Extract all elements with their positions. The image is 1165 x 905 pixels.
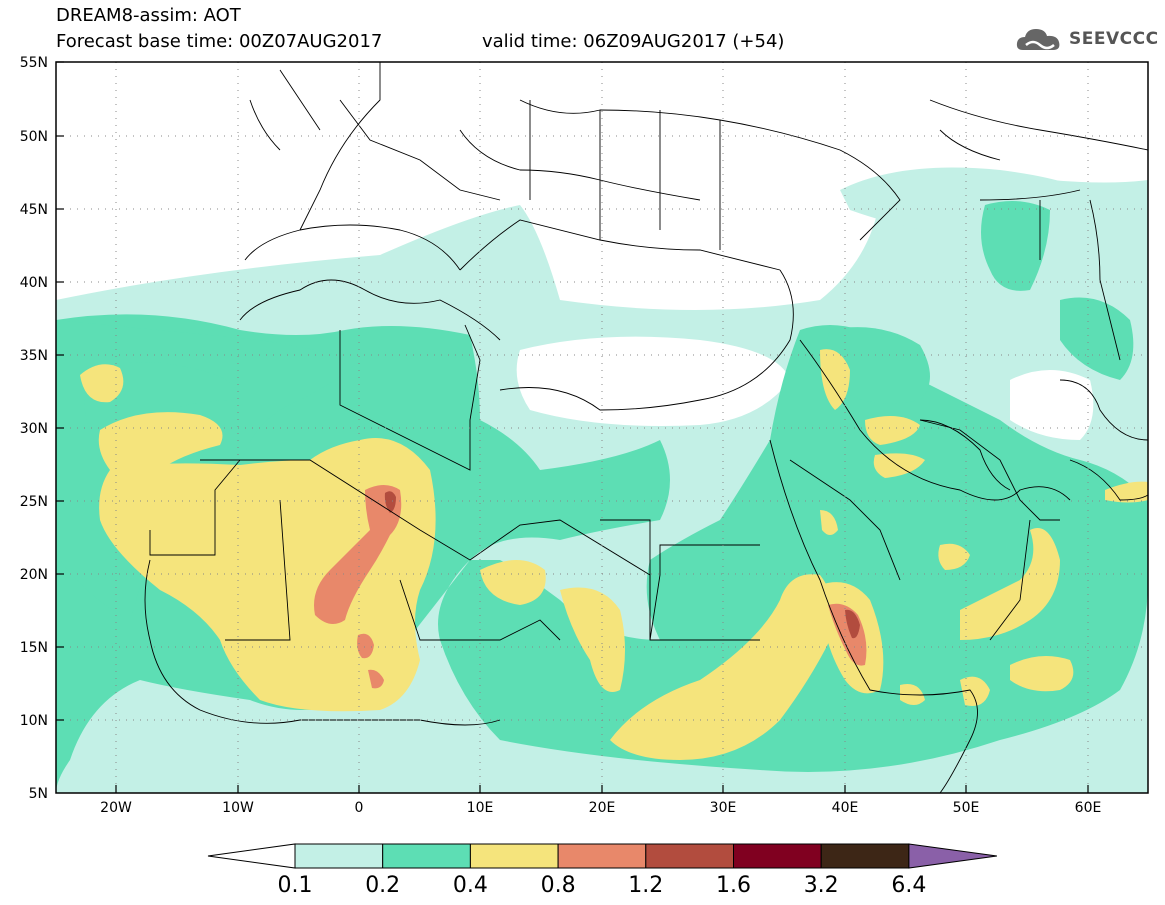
aot-field bbox=[56, 62, 1148, 793]
colorbar-label: 6.4 bbox=[891, 873, 926, 898]
map-title: DREAM8-assim: AOT bbox=[56, 5, 241, 26]
lon-label: 10W bbox=[222, 800, 254, 816]
lon-label: 10E bbox=[467, 800, 494, 816]
lat-label: 50N bbox=[20, 129, 48, 145]
colorbar-label: 0.8 bbox=[541, 873, 576, 898]
lat-label: 45N bbox=[20, 202, 48, 218]
colorbar-swatch bbox=[294, 843, 384, 869]
colorbar: 0.1 0.2 0.4 0.8 1.2 1.6 3.2 6.4 bbox=[207, 843, 997, 898]
lon-label: 50E bbox=[953, 800, 980, 816]
colorbar-arrow-low bbox=[207, 843, 296, 869]
lat-label: 30N bbox=[20, 421, 48, 437]
lat-label: 15N bbox=[20, 640, 48, 656]
lon-label: 60E bbox=[1075, 800, 1102, 816]
logo-text: SEEVCCC bbox=[1069, 29, 1159, 49]
aot-contour-0.4 bbox=[80, 349, 1148, 760]
lat-label: 40N bbox=[20, 275, 48, 291]
colorbar-label: 0.1 bbox=[278, 873, 313, 898]
colorbar-label: 1.6 bbox=[716, 873, 751, 898]
colorbar-label: 0.2 bbox=[365, 873, 400, 898]
seevccc-logo: SEEVCCC bbox=[1015, 24, 1159, 54]
axis-ticks bbox=[56, 61, 1089, 793]
lon-label: 40E bbox=[832, 800, 859, 816]
colorbar-label: 0.4 bbox=[453, 873, 488, 898]
colorbar-swatch bbox=[469, 843, 559, 869]
lat-label: 5N bbox=[29, 786, 48, 802]
valid-time: valid time: 06Z09AUG2017 (+54) bbox=[482, 31, 785, 52]
longitude-labels: 20W 10W 0 10E 20E 30E 40E 50E 60E bbox=[100, 800, 1101, 816]
graticule bbox=[56, 62, 1148, 793]
latitude-labels: 55N 50N 45N 40N 35N 30N 25N 20N 15N 10N … bbox=[20, 55, 48, 802]
lat-label: 35N bbox=[20, 348, 48, 364]
lon-label: 20W bbox=[100, 800, 132, 816]
aot-clear-areas bbox=[516, 336, 1094, 440]
lat-label: 55N bbox=[20, 55, 48, 71]
colorbar-swatch bbox=[645, 843, 734, 869]
cloud-icon bbox=[1016, 29, 1060, 50]
colorbar-swatch bbox=[820, 843, 910, 869]
lon-label: 20E bbox=[589, 800, 616, 816]
lon-label: 30E bbox=[710, 800, 737, 816]
colorbar-label: 3.2 bbox=[804, 873, 839, 898]
colorbar-label: 1.2 bbox=[628, 873, 663, 898]
aot-contour-1.2 bbox=[384, 491, 860, 639]
lat-label: 25N bbox=[20, 494, 48, 510]
lat-label: 10N bbox=[20, 713, 48, 729]
colorbar-swatch bbox=[557, 843, 647, 869]
forecast-base-time: Forecast base time: 00Z07AUG2017 bbox=[56, 31, 383, 52]
coastlines-borders bbox=[144, 62, 1148, 793]
colorbar-arrow-high bbox=[908, 843, 997, 869]
colorbar-swatch bbox=[382, 843, 471, 869]
lat-label: 20N bbox=[20, 567, 48, 583]
lon-label: 0 bbox=[355, 800, 364, 816]
colorbar-swatch bbox=[733, 843, 822, 869]
